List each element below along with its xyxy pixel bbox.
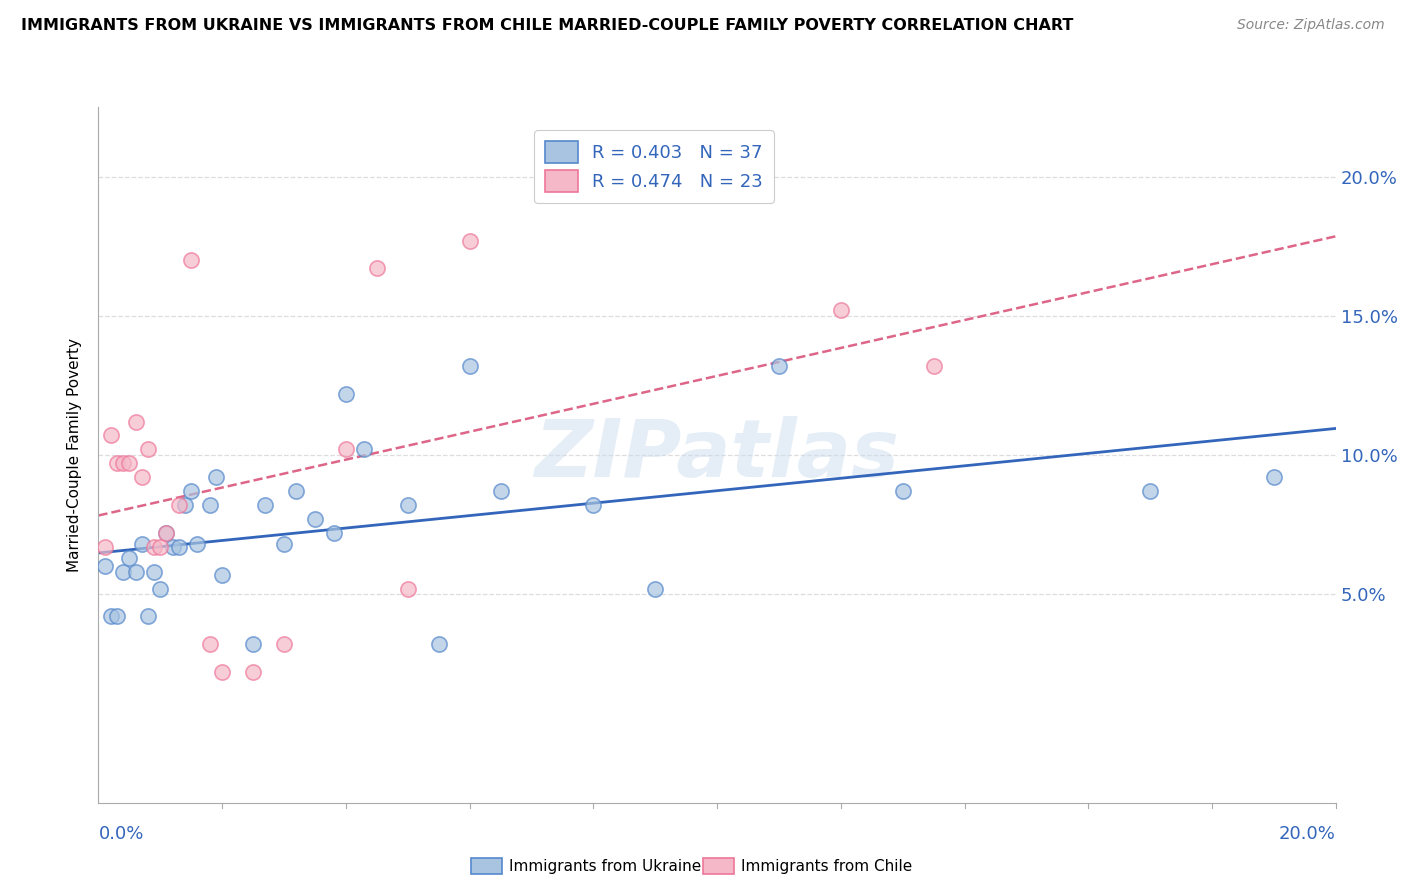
Point (93, 559, 115, 574)
Point (186, 537, 208, 551)
Point (335, 442, 357, 457)
Text: 0.0%: 0.0% (98, 825, 143, 843)
Point (198, 637, 221, 651)
Point (136, 609, 159, 624)
Point (149, 582, 172, 596)
Point (353, 442, 375, 457)
Point (205, 470, 228, 484)
Point (335, 386, 357, 401)
Point (922, 359, 945, 373)
Point (242, 637, 264, 651)
Text: IMMIGRANTS FROM UKRAINE VS IMMIGRANTS FROM CHILE MARRIED-COUPLE FAMILY POVERTY C: IMMIGRANTS FROM UKRAINE VS IMMIGRANTS FR… (21, 18, 1073, 33)
Point (273, 637, 295, 651)
Point (174, 498, 197, 512)
Point (180, 253, 202, 268)
Point (273, 537, 295, 551)
Y-axis label: Married-Couple Family Poverty: Married-Couple Family Poverty (67, 338, 83, 572)
Text: Immigrants from Ukraine: Immigrants from Ukraine (509, 859, 702, 873)
Point (105, 456, 128, 470)
Point (211, 567, 233, 582)
Text: Source: ZipAtlas.com: Source: ZipAtlas.com (1237, 18, 1385, 32)
Point (242, 665, 264, 679)
Point (582, 498, 605, 512)
Point (105, 609, 128, 624)
Point (396, 498, 419, 512)
Point (644, 582, 666, 596)
Point (1139, 484, 1161, 499)
Point (180, 484, 202, 499)
Point (891, 484, 914, 499)
Point (162, 540, 184, 554)
Point (131, 537, 153, 551)
Text: Immigrants from Chile: Immigrants from Chile (741, 859, 912, 873)
Point (149, 540, 172, 554)
Point (211, 665, 233, 679)
Text: 20.0%: 20.0% (1279, 825, 1336, 843)
Point (366, 261, 388, 276)
Point (254, 498, 277, 512)
Point (155, 525, 177, 540)
Point (112, 565, 135, 579)
Point (198, 498, 221, 512)
Point (167, 540, 190, 554)
Point (143, 565, 166, 579)
Legend: R = 0.403   N = 37, R = 0.474   N = 23: R = 0.403 N = 37, R = 0.474 N = 23 (534, 130, 773, 202)
Point (100, 428, 122, 442)
Point (830, 303, 852, 318)
Point (124, 565, 146, 579)
Point (118, 550, 141, 565)
Point (143, 540, 166, 554)
Point (458, 234, 481, 248)
Point (1263, 470, 1285, 484)
Point (489, 484, 512, 499)
Point (304, 512, 326, 526)
Point (112, 456, 135, 470)
Point (118, 456, 141, 470)
Point (124, 415, 146, 429)
Point (285, 484, 308, 499)
Point (100, 609, 122, 624)
Point (768, 359, 790, 373)
Point (458, 359, 481, 373)
Point (93, 540, 115, 554)
Text: ZIPatlas: ZIPatlas (534, 416, 900, 494)
Point (396, 582, 419, 596)
Point (155, 525, 177, 540)
Point (167, 498, 190, 512)
Point (427, 637, 450, 651)
Point (131, 470, 153, 484)
Point (136, 442, 159, 457)
Point (322, 525, 344, 540)
